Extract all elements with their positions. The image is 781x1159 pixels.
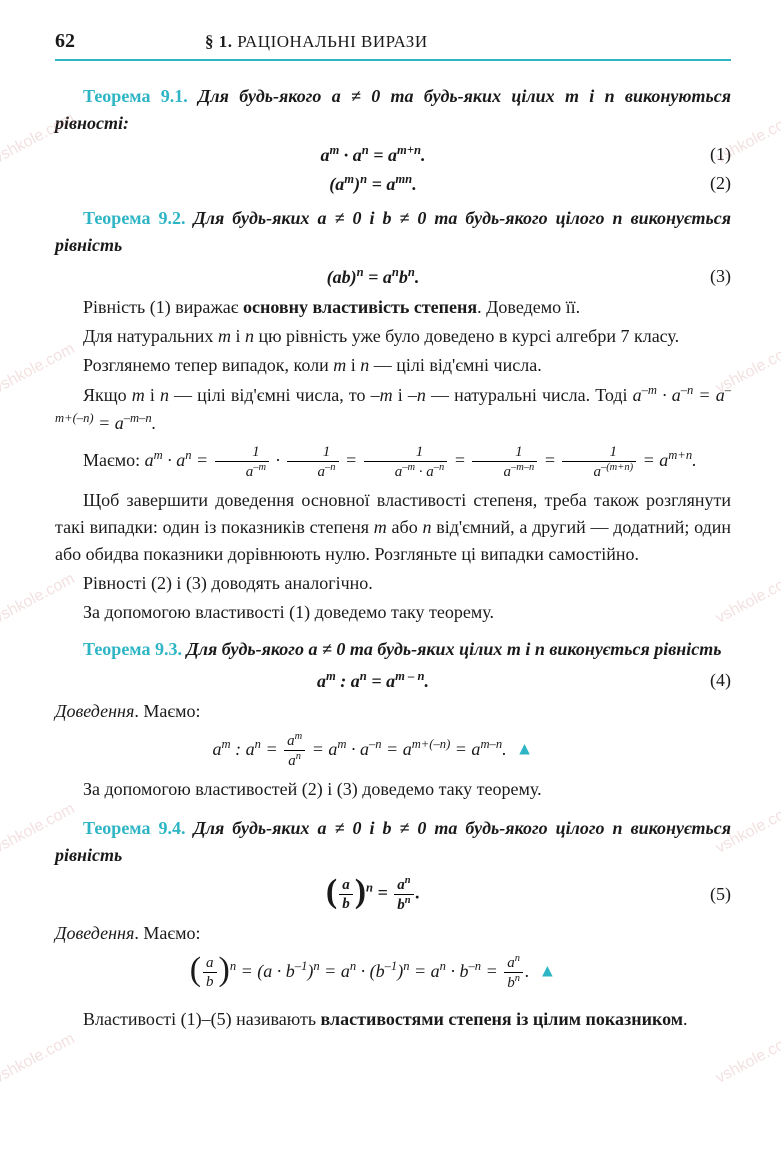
text: . Маємо: [134,923,200,943]
equation-1: am · an = am+n. (1) [55,143,731,166]
theorem-9-4: Теорема 9.4. Для будь-яких a ≠ 0 і b ≠ 0… [55,815,731,869]
eq-formula: am · an = am+n. [55,143,691,166]
text: Для натуральних m і n цю рівність уже бу… [83,326,679,346]
proof-label: Доведення [55,701,134,721]
watermark: vshkole.com [0,1030,78,1088]
proof-line: Доведення. Маємо: [55,698,731,725]
inline-formula: am · an = 1a–m · 1a–n = 1a–m · a–n = 1a–… [145,450,697,470]
text: . Доведемо її. [477,297,580,317]
eq-formula: (ab)n = anbn. [55,875,691,914]
text: . [683,1009,688,1029]
eq-number: (5) [691,884,731,905]
text: Щоб завершити доведення основної властив… [55,490,731,564]
qed-icon: ▲ [538,961,556,981]
eq-number: (4) [691,670,731,691]
paragraph: Якщо m і n — цілі від'ємні числа, то –m … [55,381,731,437]
paragraph: За допомогою властивості (1) доведемо та… [55,599,731,626]
paragraph: Розглянемо тепер випадок, коли m і n — ц… [55,352,731,379]
equation-5: (ab)n = anbn. (5) [55,875,731,914]
proof-equation: (ab)n = (a · b–1)n = an · (b–1)n = an · … [55,953,731,992]
equation-3: (ab)n = anbn. (3) [55,265,731,288]
eq-number: (1) [691,144,731,165]
paragraph: Властивості (1)–(5) називають властивост… [55,1006,731,1033]
paragraph: Рівність (1) виражає основну властивість… [55,294,731,321]
text: Якщо m і n — цілі від'ємні числа, то –m … [55,385,731,433]
eq-formula: (ab)n = anbn. [55,265,691,288]
equation-4: am : an = am – n. (4) [55,669,731,692]
text: . Маємо: [134,701,200,721]
text: Властивості (1)–(5) називають [83,1009,321,1029]
theorem-9-2: Теорема 9.2. Для будь-яких a ≠ 0 і b ≠ 0… [55,205,731,259]
theorem-label: Теорема 9.3. [83,639,182,659]
text: Маємо: [83,450,145,470]
section-name: РАЦІОНАЛЬНІ ВИРАЗИ [237,32,427,51]
theorem-9-3: Теорема 9.3. Для будь-якого a ≠ 0 та буд… [55,636,731,663]
paragraph: Для натуральних m і n цю рівність уже бу… [55,323,731,350]
eq-formula: (am)n = amn. [55,172,691,195]
theorem-text: Для будь-якого a ≠ 0 та будь-яких цілих … [186,639,721,659]
eq-number: (3) [691,266,731,287]
paragraph: Рівності (2) і (3) доводять аналогічно. [55,570,731,597]
theorem-label: Теорема 9.4. [83,818,185,838]
paragraph: Щоб завершити доведення основної властив… [55,487,731,568]
text: Рівність (1) виражає [83,297,243,317]
equation-2: (am)n = amn. (2) [55,172,731,195]
page-header: 62 § 1. РАЦІОНАЛЬНІ ВИРАЗИ [55,30,731,61]
theorem-label: Теорема 9.1. [83,86,188,106]
eq-number: (2) [691,173,731,194]
eq-formula: am : an = am – n. [55,669,691,692]
theorem-9-1: Теорема 9.1. Для будь-якого a ≠ 0 та буд… [55,83,731,137]
text-bold: основну властивість степеня [243,297,477,317]
text-bold: властивостями степеня із цілим показнико… [321,1009,683,1029]
paragraph: Маємо: am · an = 1a–m · 1a–n = 1a–m · a–… [55,443,731,481]
section-symbol: § 1. [205,32,233,51]
proof-line: Доведення. Маємо: [55,920,731,947]
page-number: 62 [55,30,75,53]
theorem-label: Теорема 9.2. [83,208,185,228]
eq-formula: (ab)n = (a · b–1)n = an · (b–1)n = an · … [55,953,691,992]
textbook-page: vshkole.com vshkole.com vshkole.com vshk… [0,0,781,1159]
qed-icon: ▲ [516,739,534,759]
proof-equation: am : an = aman = am · a–n = am+(–n) = am… [55,731,731,770]
section-title: § 1. РАЦІОНАЛЬНІ ВИРАЗИ [205,32,428,52]
eq-formula: am : an = aman = am · a–n = am+(–n) = am… [55,731,691,770]
watermark: vshkole.com [713,1030,781,1088]
text: Розглянемо тепер випадок, коли m і n — ц… [83,355,542,375]
paragraph: За допомогою властивостей (2) і (3) дове… [55,776,731,803]
proof-label: Доведення [55,923,134,943]
